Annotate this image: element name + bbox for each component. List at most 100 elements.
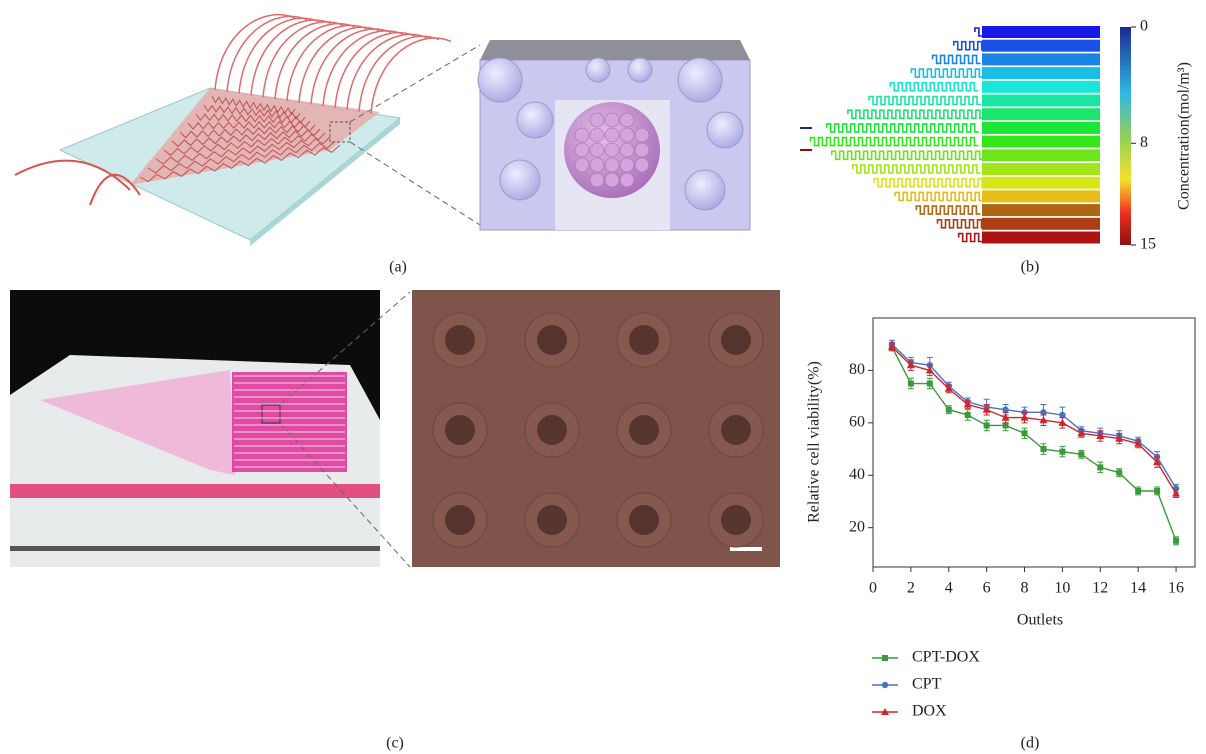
channel bbox=[869, 97, 981, 105]
marker bbox=[1078, 451, 1084, 457]
spheroid-photo bbox=[721, 505, 751, 535]
marker bbox=[908, 381, 914, 387]
y-tick-label: 80 bbox=[849, 361, 865, 378]
spheroid-photo bbox=[537, 505, 567, 535]
tube bbox=[251, 20, 331, 95]
legend-label: CPT-DOX bbox=[912, 649, 980, 666]
spheroid-photo bbox=[629, 505, 659, 535]
bubble bbox=[500, 160, 540, 200]
bubble bbox=[628, 58, 652, 82]
marker bbox=[927, 381, 933, 387]
legend-label: DOX bbox=[912, 703, 947, 720]
y-axis-label: Relative cell viability(%) bbox=[806, 361, 823, 523]
channel bbox=[848, 110, 984, 118]
marker bbox=[946, 407, 952, 413]
y-tick-label: 40 bbox=[849, 466, 865, 483]
bubble bbox=[685, 170, 725, 210]
bubble bbox=[517, 102, 553, 138]
channel bbox=[832, 151, 984, 159]
y-tick-label: 60 bbox=[849, 414, 865, 431]
tube bbox=[323, 31, 403, 106]
cell bbox=[620, 113, 634, 127]
channel bbox=[916, 206, 980, 214]
spheroid-photo bbox=[721, 415, 751, 445]
marker bbox=[1173, 538, 1179, 544]
bubble bbox=[586, 58, 610, 82]
marker bbox=[1154, 488, 1160, 494]
cell bbox=[635, 158, 649, 172]
tube bbox=[227, 16, 307, 91]
tube bbox=[311, 29, 391, 104]
cell bbox=[605, 113, 619, 127]
cell bbox=[635, 143, 649, 157]
outlet bbox=[982, 95, 1100, 107]
channel bbox=[895, 192, 983, 200]
scale-bar bbox=[730, 547, 762, 551]
legend-marker bbox=[882, 655, 888, 661]
panel-label: (d) bbox=[1021, 735, 1040, 752]
panel-c-photos bbox=[10, 290, 780, 567]
outlet bbox=[982, 81, 1100, 93]
x-tick-label: 12 bbox=[1092, 580, 1108, 597]
spheroid-photo bbox=[445, 325, 475, 355]
cell bbox=[575, 128, 589, 142]
tube bbox=[215, 15, 295, 90]
channel bbox=[959, 234, 983, 242]
cell bbox=[605, 173, 619, 187]
spheroid-photo bbox=[629, 415, 659, 445]
x-tick-label: 8 bbox=[1021, 580, 1029, 597]
marker bbox=[1097, 464, 1103, 470]
legend-label: CPT bbox=[912, 676, 942, 693]
channel bbox=[810, 138, 978, 146]
cell bbox=[605, 158, 619, 172]
marker bbox=[1040, 446, 1046, 452]
outlet bbox=[982, 204, 1100, 216]
x-tick-label: 6 bbox=[983, 580, 991, 597]
outlet bbox=[982, 122, 1100, 134]
spheroid-photo bbox=[629, 325, 659, 355]
x-axis-label: Outlets bbox=[1017, 612, 1063, 629]
cell bbox=[605, 128, 619, 142]
outlet bbox=[982, 40, 1100, 52]
cell bbox=[575, 143, 589, 157]
bubble bbox=[478, 58, 522, 102]
channel bbox=[911, 69, 983, 77]
colorbar-label: Concentration(mol/m³) bbox=[1176, 62, 1193, 210]
tube bbox=[287, 25, 367, 100]
outlet bbox=[982, 26, 1100, 38]
colorbar-tick-label: 15 bbox=[1140, 236, 1156, 253]
outlet bbox=[982, 163, 1100, 175]
tube bbox=[263, 22, 343, 97]
tube bbox=[275, 24, 355, 99]
channel bbox=[853, 165, 981, 173]
channel bbox=[975, 28, 983, 36]
channel bbox=[890, 83, 978, 91]
spheroid-photo bbox=[721, 325, 751, 355]
zoom-line bbox=[350, 45, 480, 122]
cell bbox=[620, 173, 634, 187]
cell bbox=[620, 143, 634, 157]
bubble bbox=[707, 112, 743, 148]
plate-edge bbox=[10, 546, 380, 551]
cell bbox=[590, 113, 604, 127]
cell bbox=[590, 158, 604, 172]
spheroid-photo bbox=[537, 325, 567, 355]
channel bbox=[933, 55, 981, 63]
marker bbox=[1172, 490, 1180, 497]
x-tick-label: 2 bbox=[907, 580, 915, 597]
legend-marker bbox=[882, 682, 888, 688]
channel bbox=[954, 42, 986, 50]
marker bbox=[1059, 449, 1065, 455]
outlet bbox=[982, 108, 1100, 120]
pink-stripe bbox=[10, 484, 380, 498]
zoom-line bbox=[350, 142, 480, 225]
spheroid-photo bbox=[445, 505, 475, 535]
x-tick-label: 4 bbox=[945, 580, 953, 597]
cell bbox=[620, 128, 634, 142]
x-tick-label: 16 bbox=[1168, 580, 1184, 597]
outlet bbox=[982, 218, 1100, 230]
colorbar-tick-label: 0 bbox=[1140, 18, 1148, 35]
x-tick-label: 0 bbox=[869, 580, 877, 597]
spheroid-photo bbox=[537, 415, 567, 445]
panel-label: (b) bbox=[1021, 259, 1040, 276]
